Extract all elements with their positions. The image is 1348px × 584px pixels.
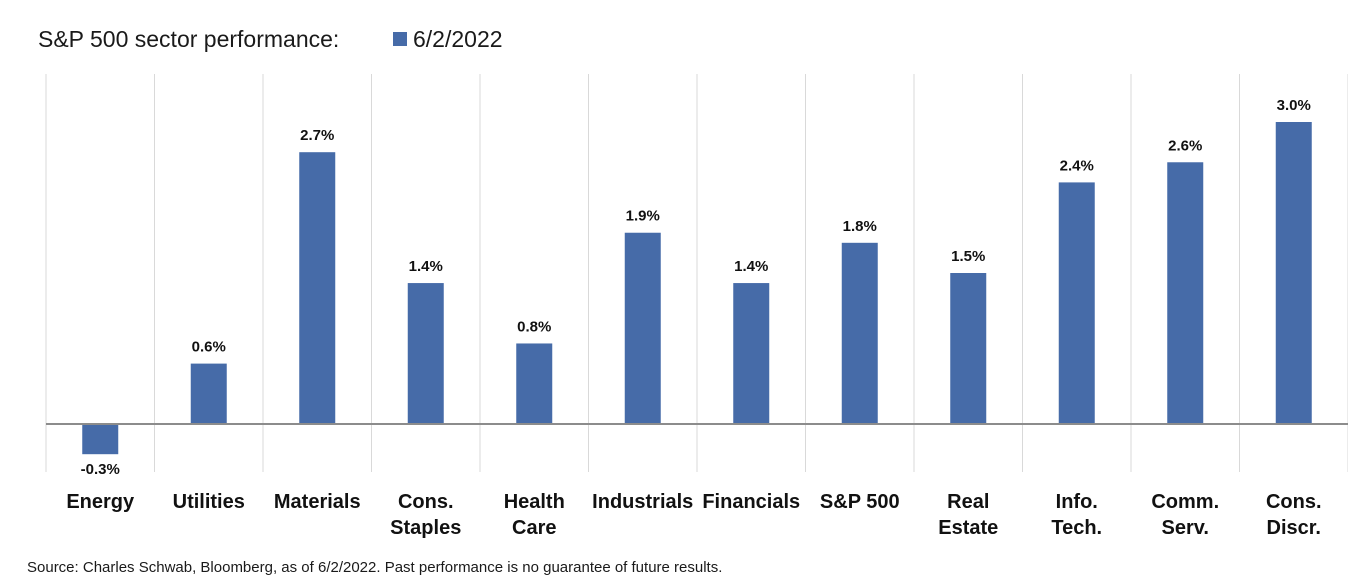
category-label: Cons. [1266,491,1322,513]
data-label: 0.8% [517,318,551,335]
category-label: Discr. [1267,517,1321,539]
bar [733,283,770,424]
data-label: 1.4% [409,258,443,275]
grid-lines [45,74,1348,472]
data-label: 1.8% [843,218,877,235]
category-label: Staples [390,517,461,539]
category-label: Utilities [173,491,245,513]
source-note: Source: Charles Schwab, Bloomberg, as of… [27,559,722,576]
category-label: Estate [938,517,998,539]
category-label: Health [504,491,565,513]
category-label: S&P 500 [820,491,900,513]
category-label: Industrials [592,491,693,513]
data-label: 1.4% [734,258,768,275]
bars [46,122,1348,455]
category-label: Cons. [398,491,454,513]
data-label: 1.9% [626,208,660,225]
category-label: Care [512,517,556,539]
category-label: Real [947,491,989,513]
bar [950,273,987,424]
category-label: Comm. [1151,491,1219,513]
data-label: -0.3% [81,461,120,478]
category-label: Materials [274,491,361,513]
bar [190,363,227,424]
category-label: Financials [702,491,800,513]
data-label: 2.4% [1060,157,1094,174]
category-label: Serv. [1162,517,1209,539]
bar [841,242,878,424]
bar [299,152,336,424]
bar [624,232,661,424]
category-label: Tech. [1051,517,1102,539]
data-labels: -0.3% 0.6% 2.7% 1.4% 0.8% 1.9% 1.4% 1.8% 1.5% 2.4… [81,97,1311,478]
data-label: 0.6% [192,339,226,356]
data-label: 2.7% [300,127,334,144]
category-labels: Energy Utilities Materials Cons. Staples Heal… [66,491,1321,539]
legend-label: 6/2/2022 [413,26,503,52]
bar [1275,122,1312,424]
bar [1058,182,1095,424]
chart-title: S&P 500 sector performance: [38,26,339,52]
data-label: 1.5% [951,248,985,265]
bar [82,424,119,455]
bar [1167,162,1204,424]
category-label: Energy [66,491,135,513]
legend-swatch [393,32,407,46]
data-label: 3.0% [1277,97,1311,114]
category-label: Info. [1056,491,1098,513]
bar [407,283,444,424]
data-label: 2.6% [1168,137,1202,154]
bar [516,343,553,424]
